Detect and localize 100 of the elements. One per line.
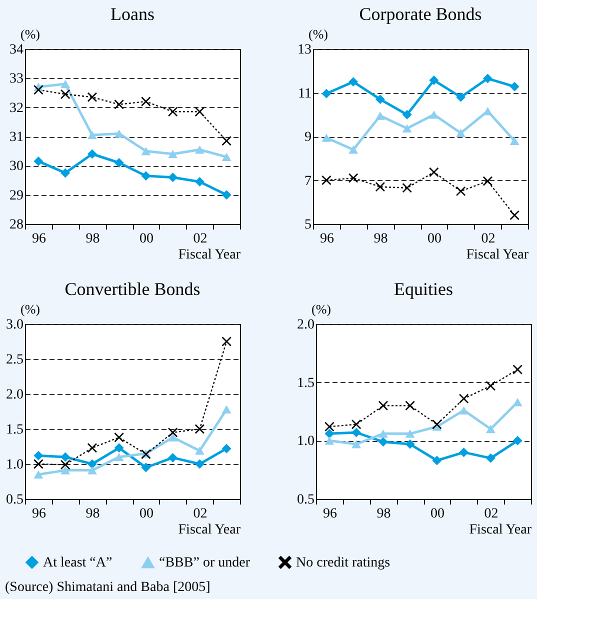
point xyxy=(486,381,496,391)
y-tick-label: 32 xyxy=(10,100,24,116)
y-tick-label: 31 xyxy=(10,130,24,145)
point xyxy=(222,152,232,162)
point xyxy=(512,364,522,374)
point xyxy=(194,176,204,186)
y-tick-label: 9 xyxy=(304,130,312,145)
y-tick-label: 2.0 xyxy=(6,388,24,402)
point xyxy=(348,146,358,154)
point xyxy=(194,146,204,154)
x-axis-title: Fiscal Year xyxy=(178,248,241,262)
point xyxy=(194,106,204,116)
point xyxy=(510,210,520,220)
x-axis-title: Fiscal Year xyxy=(466,248,529,262)
point xyxy=(375,94,385,104)
point xyxy=(87,443,97,453)
legend-label: “BBB” or under xyxy=(159,556,250,571)
point xyxy=(114,443,124,453)
point xyxy=(34,156,44,166)
point xyxy=(114,129,124,138)
point xyxy=(60,452,70,462)
x-tick-label: 02 xyxy=(193,506,208,522)
point xyxy=(168,428,178,438)
point xyxy=(456,128,466,138)
y-axis-title: (%) xyxy=(312,302,331,316)
x-axis-title: Fiscal Year xyxy=(469,522,532,538)
point xyxy=(60,89,70,99)
point xyxy=(510,82,520,92)
point xyxy=(194,424,204,434)
point xyxy=(60,466,70,474)
point xyxy=(322,88,332,98)
point xyxy=(60,80,70,88)
point xyxy=(405,400,415,410)
y-tick-label: 1.0 xyxy=(6,458,24,472)
y-tick-label: 34 xyxy=(10,42,24,58)
point xyxy=(141,462,151,472)
point xyxy=(402,124,412,133)
point xyxy=(352,428,362,438)
point xyxy=(375,182,385,192)
point xyxy=(34,450,44,460)
y-tick-label: 11 xyxy=(298,86,312,102)
point xyxy=(222,336,232,346)
point xyxy=(324,436,334,445)
legend-label: At least “A” xyxy=(43,555,112,570)
x-tick-label: 96 xyxy=(32,506,46,522)
point xyxy=(141,171,151,181)
y-tick-label: 0.5 xyxy=(6,492,24,508)
point xyxy=(168,433,178,442)
point xyxy=(87,130,97,140)
point xyxy=(486,453,496,463)
y-axis-title: (%) xyxy=(20,26,40,42)
x-tick-label: 02 xyxy=(484,506,498,522)
y-tick-label: 1.5 xyxy=(297,376,314,391)
point xyxy=(141,146,151,156)
point xyxy=(375,112,385,120)
x-tick-label: 02 xyxy=(481,232,496,246)
point xyxy=(378,400,388,410)
point xyxy=(87,92,97,102)
point xyxy=(405,439,415,449)
point xyxy=(486,424,496,434)
point xyxy=(429,167,439,177)
y-tick-label: 1.5 xyxy=(6,422,24,438)
point xyxy=(378,430,388,438)
x-axis-title: Fiscal Year xyxy=(178,522,241,538)
point xyxy=(432,456,442,466)
y-axis-title: (%) xyxy=(308,26,328,42)
y-tick-label: 29 xyxy=(10,188,24,204)
point xyxy=(456,186,466,196)
point xyxy=(324,422,334,432)
point xyxy=(459,406,469,414)
point xyxy=(34,470,44,479)
point xyxy=(512,398,522,406)
point xyxy=(378,437,388,447)
y-tick-label: 33 xyxy=(10,72,24,87)
point xyxy=(168,172,178,182)
point xyxy=(429,76,439,86)
point xyxy=(222,136,232,146)
point xyxy=(482,176,492,186)
point xyxy=(405,430,415,438)
point xyxy=(402,183,412,193)
point xyxy=(348,77,358,87)
x-tick-label: 98 xyxy=(86,232,100,246)
y-tick-label: 2.0 xyxy=(297,318,314,332)
point xyxy=(168,150,178,158)
x-tick-label: 98 xyxy=(376,506,391,522)
y-tick-label: 2.5 xyxy=(6,352,24,368)
y-tick-label: 7 xyxy=(304,174,312,189)
legend-label: No credit ratings xyxy=(296,555,390,570)
y-tick-label: 30 xyxy=(10,159,24,174)
point xyxy=(34,85,44,95)
y-axis-title: (%) xyxy=(20,302,40,316)
y-tick-label: 5 xyxy=(304,218,312,232)
point xyxy=(352,440,362,448)
x-tick-label: 98 xyxy=(374,232,388,246)
y-tick-label: 3.0 xyxy=(6,318,24,332)
x-tick-label: 00 xyxy=(427,232,442,246)
point xyxy=(168,452,178,462)
chart-title: Corporate Bonds xyxy=(359,4,482,24)
point xyxy=(222,190,232,200)
point xyxy=(432,420,442,430)
